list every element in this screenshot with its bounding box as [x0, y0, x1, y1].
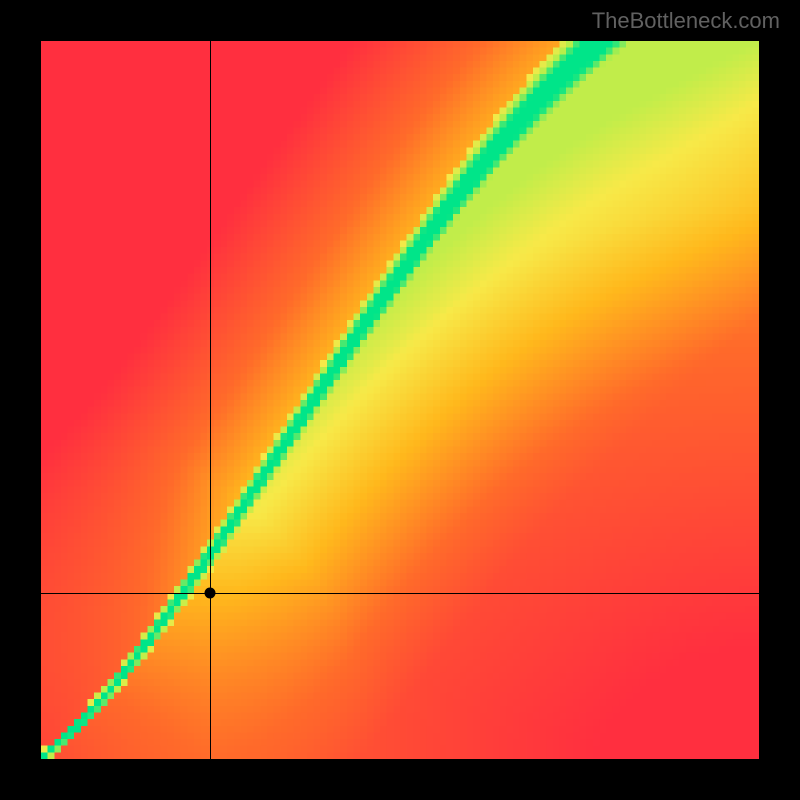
crosshair-horizontal — [41, 593, 759, 594]
watermark-text: TheBottleneck.com — [592, 8, 780, 34]
heatmap-plot — [41, 41, 759, 759]
crosshair-vertical — [210, 41, 211, 759]
heatmap-canvas — [41, 41, 759, 759]
selection-marker — [204, 588, 215, 599]
